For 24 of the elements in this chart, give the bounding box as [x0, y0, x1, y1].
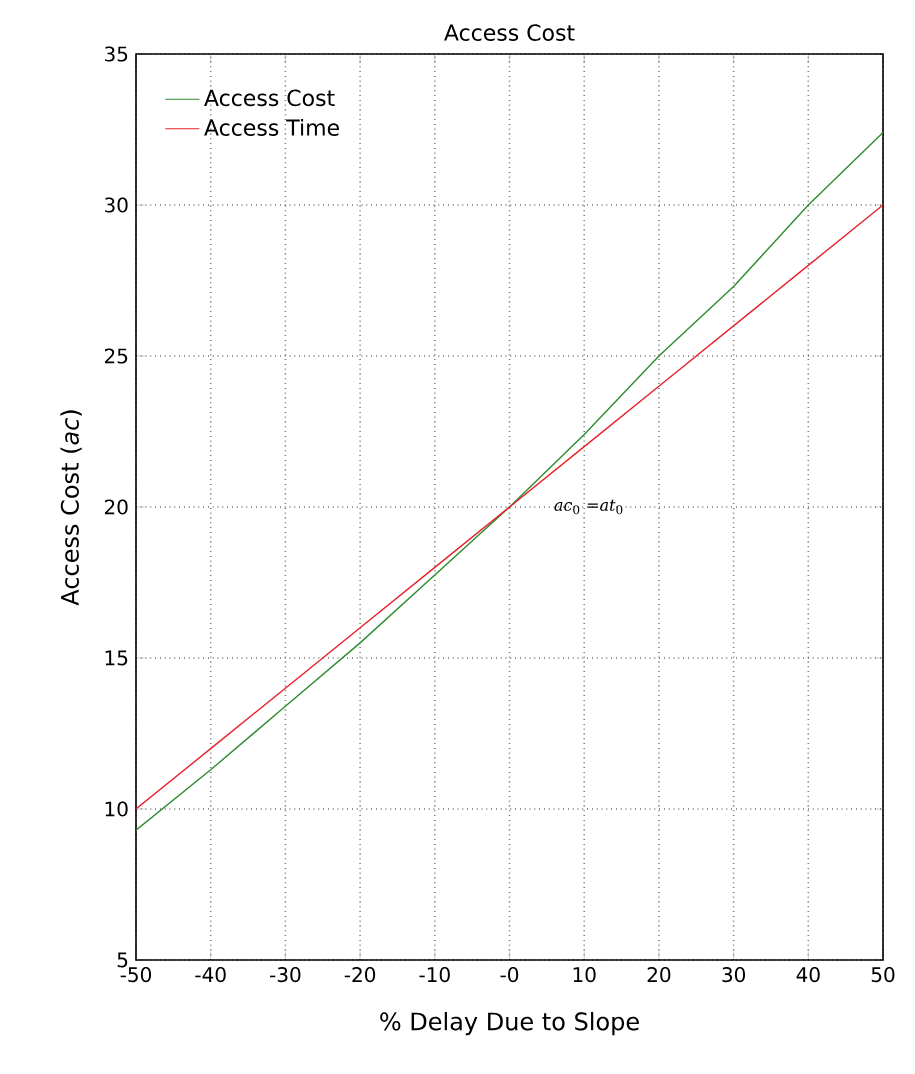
y-tick-label: 15	[105, 650, 128, 666]
x-tick-label: -50	[120, 967, 152, 983]
y-axis-title: Access Cost (ac)	[60, 410, 82, 606]
x-tick-label: 50	[871, 967, 895, 983]
y-tick-label: 35	[105, 46, 128, 62]
legend-label: Access Cost	[204, 89, 335, 107]
y-tick-label: 30	[105, 197, 128, 213]
y-tick-label: 25	[104, 348, 128, 364]
x-tick-label: -20	[344, 967, 376, 983]
y-tick-label: 10	[105, 801, 128, 817]
x-tick-label: -30	[270, 967, 301, 983]
x-axis-title: % Delay Due to Slope	[380, 1011, 639, 1036]
y-tick-label: 20	[104, 499, 128, 515]
x-tick-label: 30	[722, 967, 746, 983]
chart-title: Access Cost	[444, 24, 575, 41]
x-tick-label: -10	[419, 967, 450, 983]
legend-label: Access Time	[204, 118, 339, 136]
x-tick-label: 10	[573, 967, 596, 983]
annotation: ac$_{0}$ =at$_{0}$	[554, 499, 623, 515]
y-tick-label: 5	[117, 952, 128, 968]
x-tick-label: -40	[195, 967, 226, 983]
x-tick-label: -0	[500, 967, 519, 983]
x-tick-label: 20	[647, 967, 671, 983]
x-tick-label: 40	[796, 967, 820, 983]
